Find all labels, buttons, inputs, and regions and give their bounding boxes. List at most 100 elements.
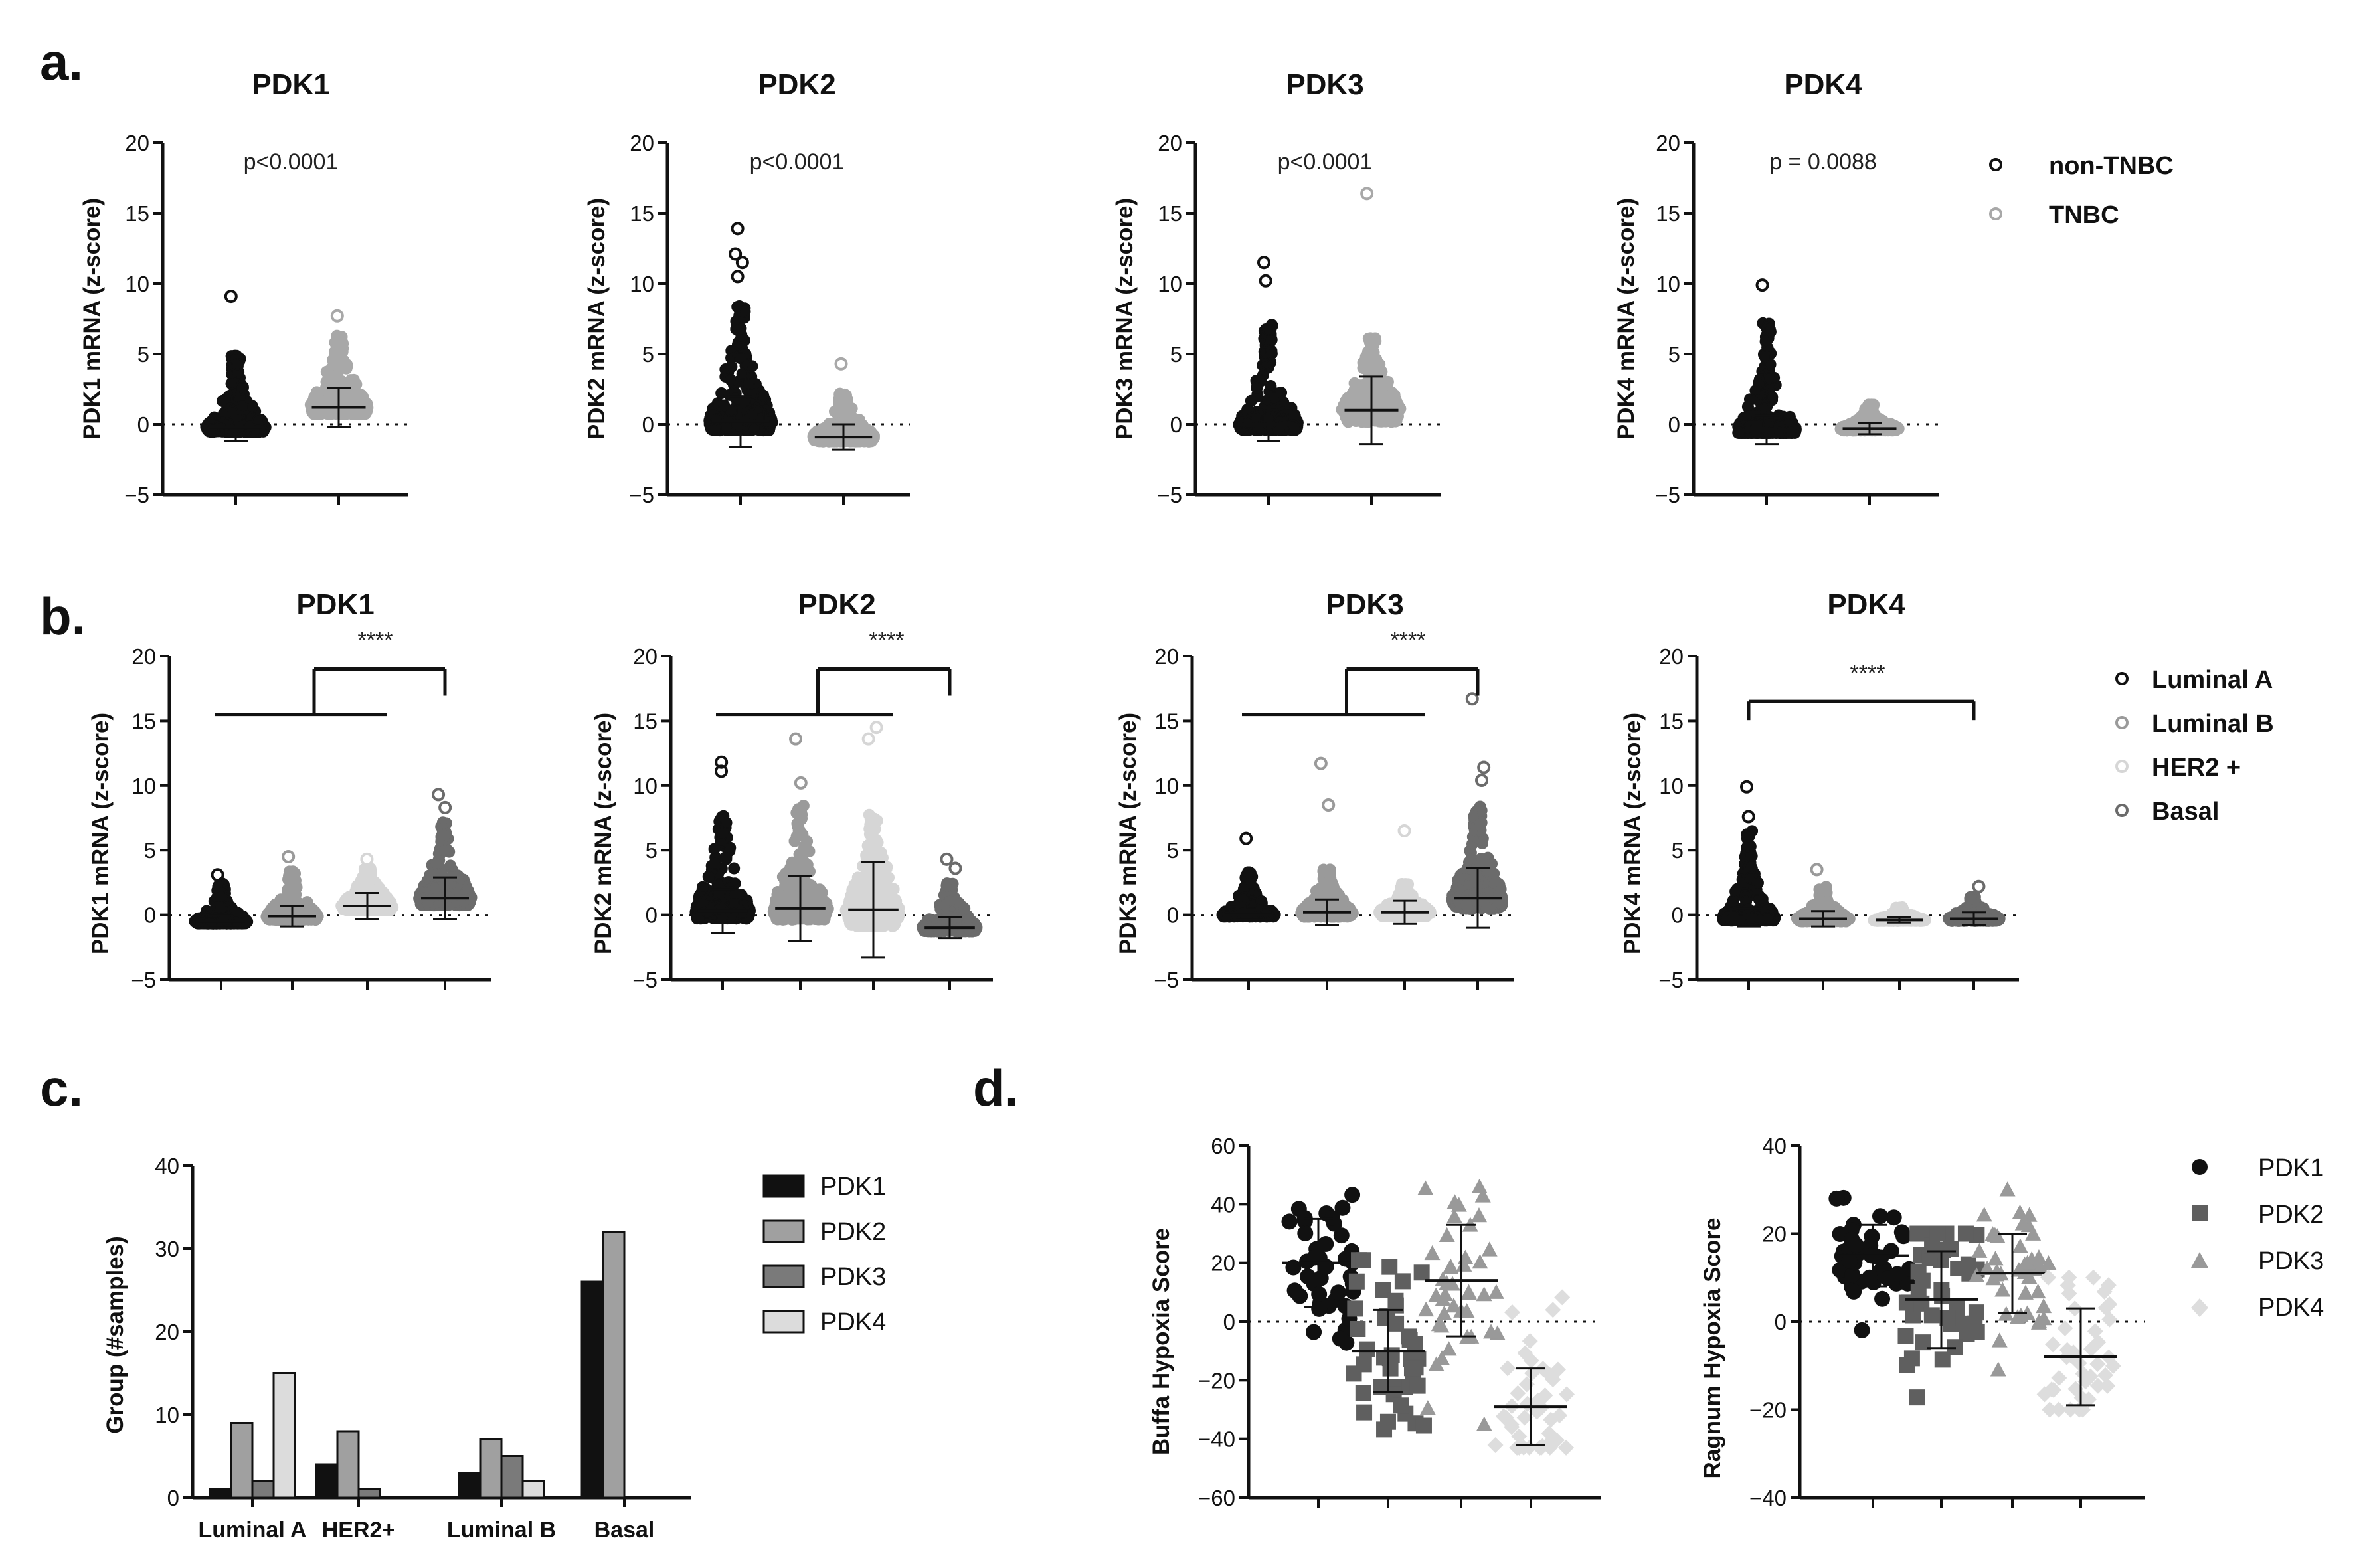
y-axis-label: PDK3 mRNA (z-score) <box>1112 198 1138 440</box>
data-point <box>725 361 738 373</box>
data-point <box>1842 424 1855 436</box>
y-tick-label: 20 <box>1656 131 1680 155</box>
y-tick-label: 20 <box>1158 131 1182 155</box>
outlier-point <box>211 868 224 882</box>
data-point <box>743 378 755 391</box>
panel-label-b: b. <box>40 587 86 646</box>
outlier-point <box>1259 274 1272 288</box>
y-axis-label: PDK1 mRNA (z-score) <box>88 713 114 954</box>
y-axis-label: PDK2 mRNA (z-score) <box>584 198 610 440</box>
panel-label-d: d. <box>973 1059 1019 1117</box>
y-tick-label: 0 <box>144 903 156 928</box>
data-point <box>1265 379 1277 392</box>
data-point <box>757 389 770 402</box>
data-point <box>252 414 264 426</box>
data-point <box>1766 391 1779 404</box>
data-points <box>1732 278 1802 439</box>
y-tick-label: 20 <box>630 131 654 155</box>
p-value-annotation: p = 0.0088 <box>1769 149 1877 175</box>
y-tick-label: 10 <box>125 272 149 296</box>
data-point <box>231 358 244 371</box>
data-point <box>746 388 758 400</box>
data-point <box>1759 335 1772 348</box>
data-point <box>845 409 857 422</box>
chart-title: PDK2 <box>758 68 835 101</box>
outlier-point <box>729 247 743 261</box>
y-tick-label: 10 <box>630 272 654 296</box>
y-tick-label: 10 <box>1656 272 1680 296</box>
y-tick-label: 0 <box>1170 412 1182 437</box>
y-tick-label: 5 <box>137 342 149 367</box>
p-value-annotation: p<0.0001 <box>750 149 845 175</box>
outlier-point <box>731 222 745 236</box>
outlier-point <box>1755 278 1769 292</box>
y-tick-label: 20 <box>125 131 149 155</box>
y-tick-label: 5 <box>1170 342 1182 367</box>
data-point <box>1862 402 1874 415</box>
data-point <box>834 400 847 413</box>
y-tick-label: 5 <box>1668 342 1680 367</box>
y-axis-label: PDK4 mRNA (z-score) <box>1613 198 1639 440</box>
data-point <box>1347 398 1359 410</box>
data-point <box>335 375 348 387</box>
data-point <box>729 392 742 405</box>
data-point <box>1749 385 1762 397</box>
data-point <box>1763 372 1775 385</box>
outlier-point <box>834 357 848 371</box>
data-point <box>215 901 228 914</box>
data-point <box>725 374 737 387</box>
panel-label-c: c. <box>40 1059 83 1117</box>
data-point <box>708 423 721 436</box>
chart-a3: PDK3 PDK3 mRNA (z-score) p<0.0001 −50510… <box>1112 68 1441 507</box>
outlier-point <box>224 290 238 304</box>
data-point <box>838 388 851 400</box>
y-tick-label: −5 <box>131 968 156 992</box>
data-point <box>1380 414 1393 426</box>
y-tick-label: −5 <box>629 483 654 507</box>
y-tick-label: 15 <box>630 201 654 226</box>
y-tick-label: 10 <box>1158 272 1182 296</box>
chart-title: PDK1 <box>296 588 374 621</box>
y-tick-label: 0 <box>642 412 654 437</box>
data-point <box>1251 381 1263 394</box>
data-point <box>745 408 758 421</box>
data-point <box>735 322 747 335</box>
data-point <box>320 375 333 388</box>
y-tick-label: 20 <box>131 644 156 669</box>
data-point <box>746 360 758 373</box>
y-tick-label: 15 <box>1158 201 1182 226</box>
y-tick-label: 15 <box>131 709 156 733</box>
data-point <box>1373 358 1386 371</box>
data-point <box>1351 384 1363 396</box>
data-point <box>1367 339 1380 351</box>
p-value-annotation: p<0.0001 <box>244 149 339 175</box>
data-point <box>736 367 748 380</box>
y-axis-label: PDK1 mRNA (z-score) <box>79 198 105 440</box>
data-point <box>236 382 249 394</box>
outlier-point <box>1257 256 1270 270</box>
chart-title: PDK3 <box>1286 68 1363 101</box>
data-point <box>1265 347 1278 360</box>
y-tick-label: −5 <box>124 483 149 507</box>
y-tick-label: 5 <box>144 838 156 863</box>
y-tick-label: 10 <box>131 774 156 798</box>
data-point <box>240 916 252 929</box>
chart-title: PDK4 <box>1784 68 1862 101</box>
data-point <box>711 413 723 426</box>
data-point <box>739 305 751 318</box>
data-point <box>718 400 731 413</box>
y-tick-label: 15 <box>1656 201 1680 226</box>
outlier-point <box>330 309 344 323</box>
data-point <box>1262 323 1274 336</box>
data-point <box>1288 408 1301 421</box>
data-point <box>246 401 258 414</box>
data-point <box>1763 323 1776 336</box>
data-point <box>215 891 228 903</box>
y-tick-label: 5 <box>642 342 654 367</box>
data-point <box>734 352 746 365</box>
panel-label-a: a. <box>40 33 83 91</box>
chart-a4: PDK4 PDK4 mRNA (z-score) p = 0.0088 −505… <box>1613 68 1939 507</box>
data-point <box>721 421 734 434</box>
data-point <box>226 377 238 389</box>
